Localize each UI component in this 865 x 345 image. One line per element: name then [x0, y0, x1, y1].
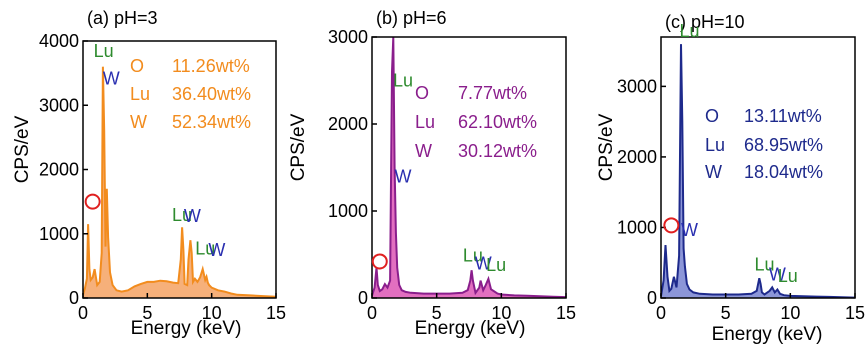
panel-label: (b) pH=6 [376, 8, 447, 28]
y-axis-label: CPS/eV [288, 113, 309, 181]
peak-label: W [395, 166, 412, 186]
composition-element: Lu [415, 112, 435, 132]
x-axis-label: Energy (keV) [415, 318, 526, 339]
composition-value: 13.11wt% [744, 106, 822, 126]
x-tick-label: 10 [491, 303, 511, 323]
y-axis-label: CPS/eV [12, 115, 33, 183]
peak-label: Lu [754, 254, 774, 274]
x-tick-label: 15 [266, 303, 286, 323]
x-tick-label: 10 [202, 303, 222, 323]
x-tick-label: 0 [656, 303, 666, 323]
panel-2: 0 5 10 15 0 1000 2000 3000 Energy (keV) CPS/eV (b)… [288, 8, 576, 339]
y-tick-label: 1000 [617, 217, 657, 237]
x-axis-label: Energy (keV) [712, 324, 823, 345]
x-tick-label: 15 [556, 303, 576, 323]
y-tick-label: 2000 [617, 147, 657, 167]
y-tick-label: 2000 [39, 160, 79, 180]
panel-label: (c) pH=10 [665, 12, 745, 32]
x-tick-label: 5 [432, 303, 442, 323]
panel-label: (a) pH=3 [87, 8, 158, 28]
composition-element: O [415, 83, 429, 103]
peak-label: Lu [486, 255, 506, 275]
peak-label: Lu [679, 21, 699, 41]
spectrum-line [371, 36, 567, 299]
spectrum-area [83, 66, 276, 298]
composition-element: O [130, 56, 144, 76]
y-tick-label: 0 [647, 288, 657, 308]
spectrum-line [82, 66, 277, 298]
y-tick-label: 1000 [39, 224, 79, 244]
x-tick-label: 5 [721, 303, 731, 323]
y-tick-label: 1000 [328, 201, 368, 221]
peak-label: Lu [778, 266, 798, 286]
composition-value: 68.95wt% [744, 135, 823, 155]
composition-element: Lu [130, 84, 150, 104]
peak-label: W [208, 240, 225, 260]
composition-element: W [130, 112, 147, 132]
composition-element: W [415, 141, 432, 161]
peak-label: Lu [393, 71, 413, 91]
composition-value: 36.40wt% [172, 84, 251, 104]
y-tick-label: 0 [69, 288, 79, 308]
x-tick-label: 0 [367, 303, 377, 323]
panel-3: 0 5 10 15 0 1000 2000 3000 Energy (keV) CPS/eV (c)… [596, 12, 865, 345]
plot-frame [660, 36, 856, 299]
composition-value: 11.26wt% [172, 56, 250, 76]
peak-label: W [681, 220, 698, 240]
x-tick-label: 10 [780, 303, 800, 323]
peak-label: W [475, 253, 492, 273]
peak-label: W [769, 264, 786, 284]
x-axis-label: Energy (keV) [131, 318, 242, 339]
spectrum-area [372, 37, 566, 298]
y-tick-label: 3000 [39, 95, 79, 115]
y-axis-label: CPS/eV [596, 113, 617, 181]
peak-label: Lu [195, 238, 215, 258]
y-tick-label: 0 [358, 288, 368, 308]
composition-element: Lu [705, 135, 725, 155]
composition-value: 18.04wt% [744, 162, 823, 182]
composition-value: 62.10wt% [458, 112, 537, 132]
composition-value: 30.12wt% [458, 141, 537, 161]
composition-value: 52.34wt% [172, 112, 251, 132]
y-tick-label: 3000 [617, 76, 657, 96]
x-tick-label: 0 [78, 303, 88, 323]
y-tick-label: 2000 [328, 114, 368, 134]
y-tick-label: 4000 [39, 31, 79, 51]
y-tick-label: 3000 [328, 27, 368, 47]
x-tick-label: 5 [142, 303, 152, 323]
oxygen-peak-marker [84, 193, 101, 210]
peak-label: Lu [94, 41, 114, 61]
peak-label: Lu [463, 245, 483, 265]
oxygen-peak-marker [663, 217, 680, 234]
panel-1: 0 5 10 15 0 1000 2000 3000 4000 Energy (keV) CPS/e… [12, 8, 286, 339]
x-tick-label: 15 [845, 303, 865, 323]
composition-element: W [705, 162, 722, 182]
peak-label: W [184, 206, 201, 226]
peak-label: Lu [172, 205, 192, 225]
peak-label: W [103, 69, 120, 89]
spectrum-line [660, 44, 856, 299]
oxygen-peak-marker [371, 253, 388, 270]
plot-frame [371, 36, 567, 299]
spectrum-area [661, 44, 855, 298]
composition-element: O [705, 106, 719, 126]
composition-value: 7.77wt% [458, 83, 527, 103]
